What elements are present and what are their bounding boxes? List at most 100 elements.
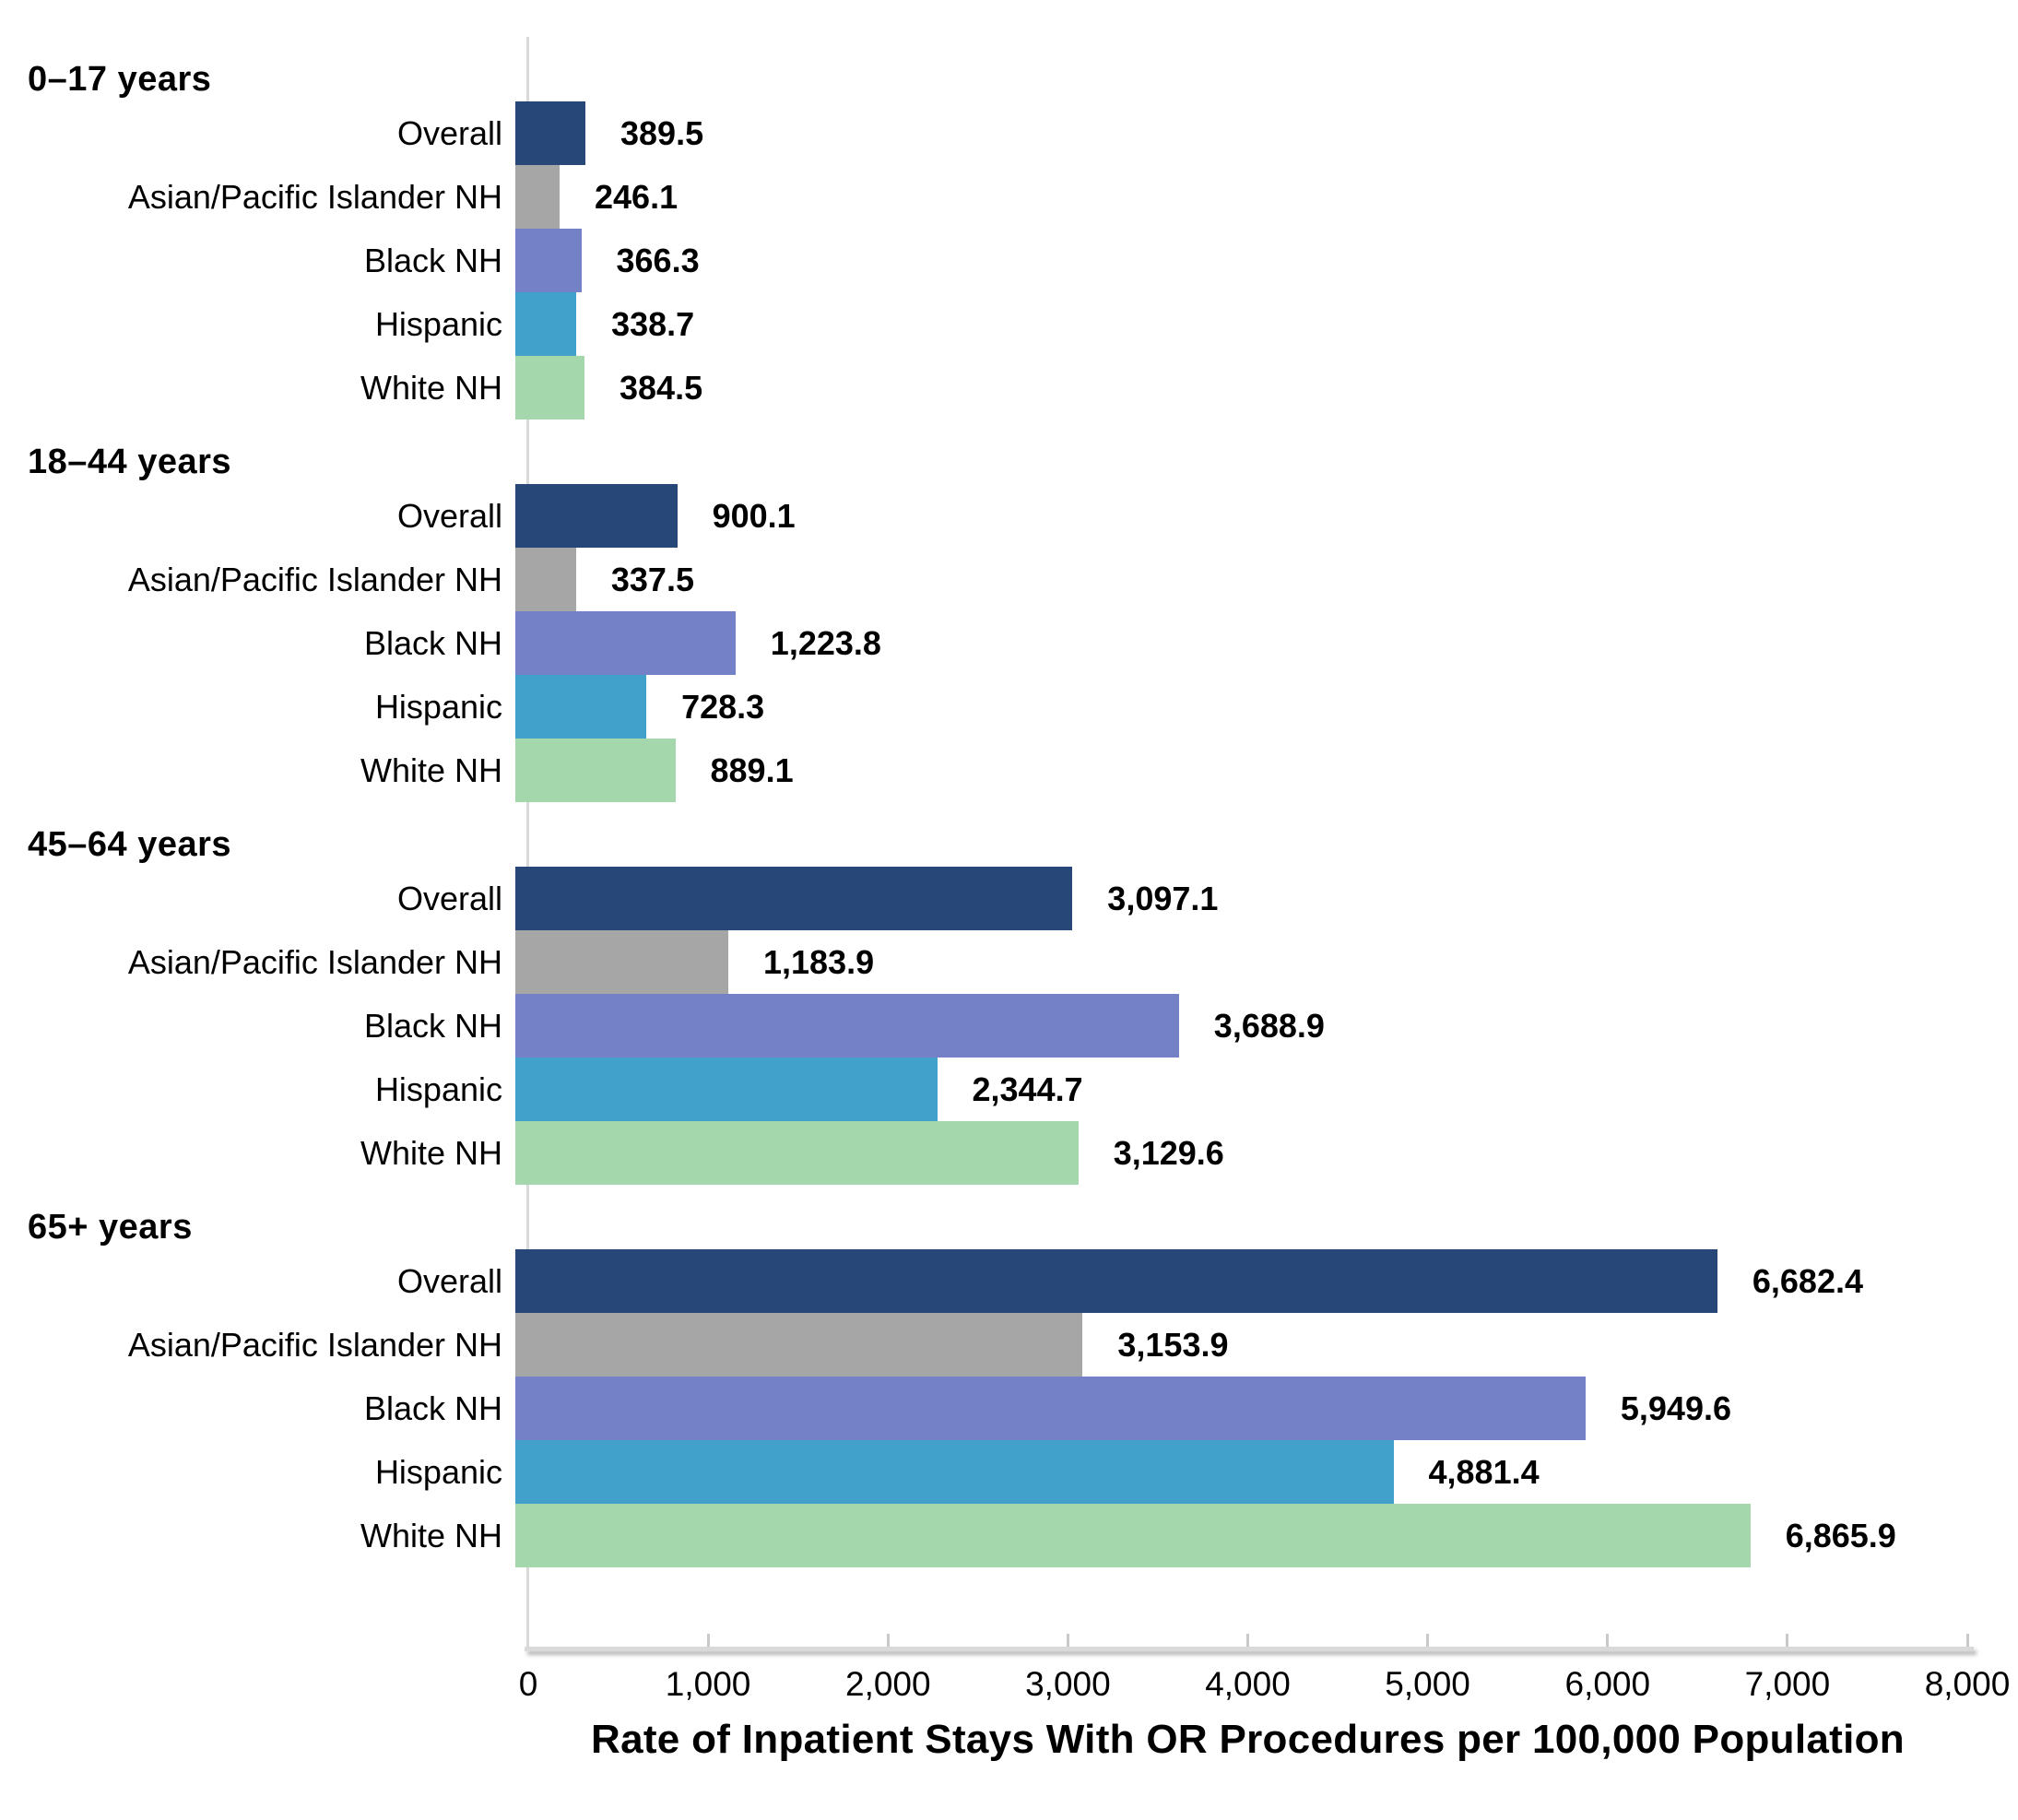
bar-row: White NH 384.5 <box>0 356 2018 420</box>
x-axis-tick-label: 0 <box>518 1665 538 1703</box>
category-label: Asian/Pacific Islander NH <box>127 560 502 598</box>
x-axis-tick-mark <box>1965 1634 1969 1647</box>
value-label: 5,949.6 <box>1620 1389 1732 1427</box>
bar <box>515 1121 1079 1185</box>
bar <box>515 930 728 994</box>
x-axis-tick-mark <box>1786 1634 1789 1647</box>
value-label: 3,097.1 <box>1107 879 1219 917</box>
category-label: Hispanic <box>374 1070 502 1108</box>
group-label: 0–17 years <box>28 60 212 99</box>
bar <box>515 1058 938 1121</box>
x-axis-tick-mark <box>1066 1634 1069 1647</box>
bar-row: Asian/Pacific Islander NH 3,153.9 <box>0 1313 2018 1377</box>
bar-row: Black NH 5,949.6 <box>0 1377 2018 1440</box>
value-label: 3,153.9 <box>1117 1325 1229 1364</box>
value-label: 1,183.9 <box>763 942 875 981</box>
bar-row: Asian/Pacific Islander NH 246.1 <box>0 165 2018 229</box>
bar-groups-container: 0–17 years Overall 389.5 Asian/Pacific Isla… <box>0 37 2018 1567</box>
x-axis-tick-label: 6,000 <box>1564 1665 1651 1703</box>
bar <box>515 675 647 739</box>
bar <box>515 165 560 229</box>
category-label: Overall <box>396 113 502 152</box>
x-axis-tick-label: 4,000 <box>1205 1665 1291 1703</box>
value-label: 366.3 <box>616 241 700 279</box>
value-label: 6,865.9 <box>1785 1516 1896 1554</box>
value-label: 337.5 <box>610 560 694 598</box>
bar <box>515 229 582 292</box>
category-label: Hispanic <box>374 1452 502 1491</box>
bar-row: Hispanic 2,344.7 <box>0 1058 2018 1121</box>
bar-row: White NH 3,129.6 <box>0 1121 2018 1185</box>
x-axis-tick-label: 3,000 <box>1025 1665 1111 1703</box>
age-group: 18–44 years Overall 900.1 Asian/Pacific Isl… <box>0 420 2018 802</box>
x-axis-line <box>525 1647 1974 1651</box>
value-label: 889.1 <box>710 750 794 789</box>
x-axis-tick-mark <box>706 1634 710 1647</box>
x-axis-tick-label: 2,000 <box>845 1665 931 1703</box>
age-group: 45–64 years Overall 3,097.1 Asian/Pacific I… <box>0 802 2018 1185</box>
value-label: 900.1 <box>712 496 796 535</box>
y-axis-baseline <box>526 37 529 1651</box>
x-axis-tick-mark <box>1246 1634 1249 1647</box>
bar-row: Black NH 366.3 <box>0 229 2018 292</box>
value-label: 389.5 <box>620 113 704 152</box>
group-label: 65+ years <box>28 1208 193 1247</box>
bar-row: Overall 389.5 <box>0 101 2018 165</box>
bar <box>515 867 1073 930</box>
bar-row: Hispanic 338.7 <box>0 292 2018 356</box>
category-label: White NH <box>360 368 502 407</box>
value-label: 1,223.8 <box>770 623 881 662</box>
bar-row: Asian/Pacific Islander NH 337.5 <box>0 548 2018 611</box>
value-label: 3,688.9 <box>1213 1006 1325 1045</box>
bar-row: Overall 900.1 <box>0 484 2018 548</box>
group-label: 18–44 years <box>28 443 232 481</box>
age-group: 0–17 years Overall 389.5 Asian/Pacific Isla… <box>0 37 2018 420</box>
value-label: 246.1 <box>595 177 679 216</box>
category-label: White NH <box>360 1133 502 1172</box>
value-label: 4,881.4 <box>1428 1452 1540 1491</box>
bar <box>515 356 584 420</box>
bar-row: Asian/Pacific Islander NH 1,183.9 <box>0 930 2018 994</box>
bar <box>515 1504 1751 1567</box>
category-label: Hispanic <box>374 304 502 343</box>
category-label: Overall <box>396 1261 502 1300</box>
bar-row: Overall 3,097.1 <box>0 867 2018 930</box>
bar <box>515 611 736 675</box>
bar <box>515 548 576 611</box>
value-label: 2,344.7 <box>972 1070 1083 1108</box>
x-axis-tick-mark <box>886 1634 890 1647</box>
category-label: Asian/Pacific Islander NH <box>127 942 502 981</box>
age-group: 65+ years Overall 6,682.4 Asian/Pacific Isl… <box>0 1185 2018 1567</box>
value-label: 6,682.4 <box>1752 1261 1864 1300</box>
bar <box>515 101 585 165</box>
bar-row: Hispanic 4,881.4 <box>0 1440 2018 1504</box>
x-axis-tick-label: 1,000 <box>665 1665 751 1703</box>
bar <box>515 292 577 356</box>
bar-row: Hispanic 728.3 <box>0 675 2018 739</box>
bar <box>515 1377 1586 1440</box>
category-label: Hispanic <box>374 687 502 726</box>
category-label: White NH <box>360 1516 502 1554</box>
x-axis-tick-label: 8,000 <box>1924 1665 2011 1703</box>
bar-row: White NH 889.1 <box>0 739 2018 802</box>
category-label: Black NH <box>363 1389 502 1427</box>
bar-row: Black NH 1,223.8 <box>0 611 2018 675</box>
category-label: Black NH <box>363 1006 502 1045</box>
category-label: Black NH <box>363 241 502 279</box>
bar <box>515 1313 1083 1377</box>
value-label: 338.7 <box>611 304 695 343</box>
x-axis-tick-mark <box>1606 1634 1610 1647</box>
category-label: Overall <box>396 496 502 535</box>
x-axis-tick-label: 5,000 <box>1385 1665 1470 1703</box>
category-label: Asian/Pacific Islander NH <box>127 177 502 216</box>
bar-row: Black NH 3,688.9 <box>0 994 2018 1058</box>
bar <box>515 739 676 802</box>
value-label: 384.5 <box>620 368 703 407</box>
x-axis-tick-label: 7,000 <box>1744 1665 1831 1703</box>
category-label: Asian/Pacific Islander NH <box>127 1325 502 1364</box>
bar <box>515 994 1179 1058</box>
bar <box>515 1249 1717 1313</box>
group-label: 45–64 years <box>28 825 232 864</box>
value-label: 728.3 <box>681 687 765 726</box>
x-axis-tick-mark <box>1426 1634 1430 1647</box>
